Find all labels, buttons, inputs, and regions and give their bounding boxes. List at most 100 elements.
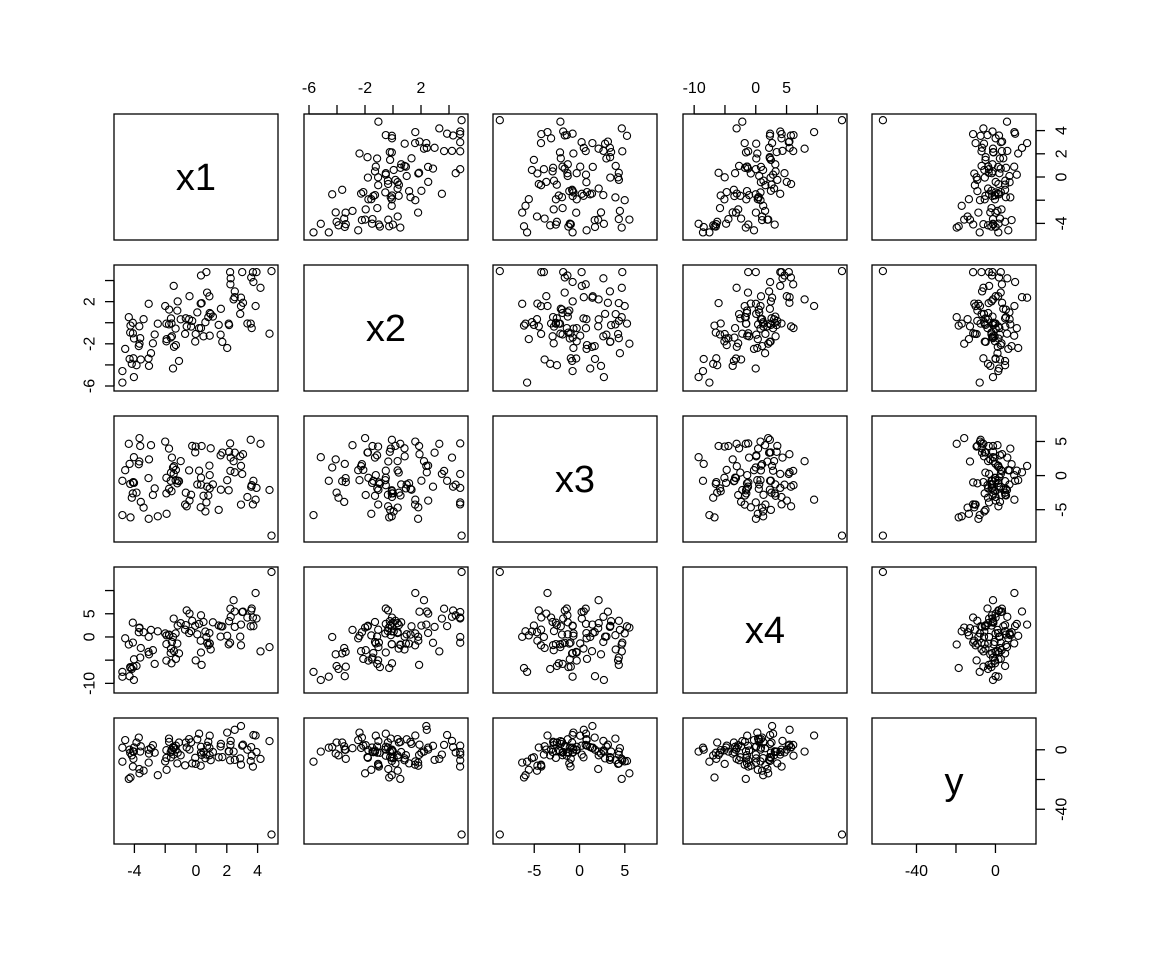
point-x1-y-66	[1003, 146, 1012, 156]
point-x1-x3-76	[622, 131, 632, 140]
point-x2-y-62	[984, 267, 994, 277]
point-x2-x4-63	[734, 309, 744, 319]
point-x2-x1-23	[236, 293, 246, 302]
point-x2-x1-67	[169, 281, 178, 291]
point-y-x1-94	[128, 747, 137, 756]
point-y-x4-76	[765, 756, 775, 766]
panel-x1-x3	[492, 113, 658, 241]
point-x2-x1-18	[136, 334, 145, 343]
point-x1-y-42	[1000, 180, 1010, 189]
point-x1-x4-97	[738, 117, 747, 126]
point-x1-x4-18	[724, 214, 733, 224]
point-x2-x1-94	[128, 318, 137, 327]
point-x2-y-76	[976, 319, 985, 328]
point-x3-y-91	[995, 497, 1005, 507]
point-x3-x1-28	[248, 500, 258, 509]
point-x3-x4-44	[699, 459, 708, 469]
point-x1-y-51	[980, 195, 989, 204]
point-x2-x1-29	[247, 323, 256, 333]
point-x4-x3-39	[611, 631, 620, 640]
point-x4-x3-98	[557, 630, 567, 639]
point-x3-y-99	[878, 531, 888, 540]
point-x1-x2-72	[442, 129, 452, 138]
point-y-x1-92	[144, 749, 154, 758]
point-y-x4-85	[715, 748, 725, 757]
point-x1-x3-57	[568, 228, 577, 237]
point-y-x3-24	[519, 773, 529, 782]
point-x4-x2-96	[369, 648, 378, 658]
point-y-x1-62	[202, 750, 211, 759]
point-x4-y-22	[1017, 607, 1027, 616]
point-x3-x4-17	[714, 441, 723, 451]
point-y-x1-46	[135, 769, 144, 778]
point-x4-x2-87	[364, 656, 373, 665]
point-x4-x2-75	[341, 647, 350, 657]
point-y-x1-12	[196, 761, 205, 770]
point-x1-x3-13	[527, 165, 537, 175]
point-x3-x4-63	[734, 444, 744, 453]
point-x4-x2-85	[373, 659, 382, 669]
point-y-x3-46	[625, 769, 634, 778]
point-x3-x4-33	[769, 456, 779, 466]
point-x4-x1-30	[225, 638, 235, 647]
point-x3-x2-74	[413, 514, 423, 523]
point-x1-x3-68	[536, 138, 546, 148]
point-x3-x1-82	[226, 466, 235, 476]
point-x3-x2-77	[385, 447, 394, 456]
point-x2-x1-41	[124, 313, 133, 322]
point-x4-y-56	[975, 667, 984, 677]
point-x3-x4-18	[724, 441, 733, 451]
point-x2-x4-82	[789, 280, 798, 289]
point-x2-x1-59	[121, 344, 130, 354]
point-x3-x1-21	[216, 485, 226, 494]
point-x4-x2-66	[447, 612, 457, 621]
point-x3-x1-8	[243, 492, 252, 502]
point-x4-y-99	[878, 567, 888, 577]
point-y-x2-7	[371, 731, 380, 740]
point-x1-x4-67	[776, 189, 785, 198]
point-x2-y-39	[1006, 320, 1015, 329]
point-x2-x1-66	[226, 274, 235, 283]
point-x4-x3-38	[563, 630, 572, 639]
point-x1-y-41	[952, 223, 961, 232]
point-x1-x4-65	[782, 177, 791, 187]
point-x1-y-62	[984, 165, 994, 174]
point-x4-x2-68	[410, 641, 420, 650]
point-y-x4-15	[800, 747, 809, 756]
point-x3-x1-59	[121, 466, 130, 475]
point-y-x4-61	[694, 747, 703, 756]
point-y-x4-96	[730, 748, 739, 757]
point-x3-y-17	[984, 441, 993, 451]
point-y-x1-73	[134, 733, 143, 742]
point-x1-x3-65	[542, 177, 551, 187]
point-x4-x2-52	[341, 662, 350, 671]
point-x1-x3-32	[548, 163, 558, 172]
point-x1-x2-66	[447, 146, 457, 156]
point-x3-x1-57	[118, 476, 127, 485]
point-x2-y-34	[957, 319, 966, 328]
point-x1-x4-78	[764, 143, 774, 152]
point-x2-x1-65	[185, 292, 194, 301]
point-x4-x1-98	[164, 630, 174, 639]
point-x1-x3-43	[529, 155, 539, 165]
point-y-x3-77	[606, 747, 616, 756]
point-y-x2-78	[430, 755, 439, 765]
point-x2-x4-99	[837, 266, 847, 276]
x-tick-label-x1-0: 0	[192, 863, 201, 880]
point-x3-x2-94	[388, 489, 398, 498]
point-x3-x2-73	[357, 460, 367, 469]
x-tick-label-y-0: 0	[991, 863, 1000, 880]
point-x4-x1-63	[206, 645, 215, 654]
point-x4-x1-17	[197, 660, 206, 670]
y-tick-label-x2--6: -6	[82, 379, 99, 393]
point-x1-x2-38	[402, 171, 411, 181]
point-x1-x4-16	[768, 170, 778, 179]
point-x1-x4-81	[743, 164, 753, 173]
point-y-x2-64	[417, 748, 426, 757]
y-tick-label-x3--5: -5	[1054, 502, 1071, 516]
point-x3-x2-30	[456, 439, 465, 448]
point-x3-x4-43	[766, 505, 776, 515]
point-y-x4-97	[738, 736, 747, 746]
point-x4-x3-15	[594, 596, 603, 605]
point-y-x1-22	[230, 725, 239, 734]
